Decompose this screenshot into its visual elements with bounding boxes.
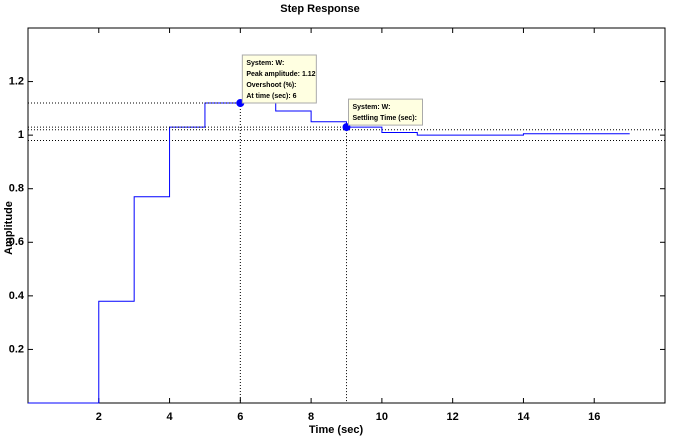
y-tick-label: 1.2 [9, 75, 24, 87]
y-tick-label: 0.6 [9, 236, 24, 248]
x-axis-label: Time (sec) [309, 424, 364, 436]
datatip-box [348, 98, 423, 126]
datatip-text: System: W: [246, 60, 284, 67]
y-tick-label: 1 [18, 129, 24, 141]
datatip-text: Peak amplitude: 1.12 [246, 71, 315, 78]
datatip-text: System: W: [353, 104, 391, 111]
y-axis-label: Amplitude [3, 201, 15, 255]
datatip-text: Overshoot (%): [246, 82, 296, 89]
chart-title: Step Response [280, 3, 359, 15]
x-tick-label: 8 [308, 411, 314, 423]
x-tick-label: 12 [447, 411, 459, 423]
x-tick-label: 10 [376, 411, 388, 423]
y-tick-label: 0.4 [9, 290, 25, 302]
datatip-box [241, 54, 317, 104]
x-tick-label: 16 [588, 411, 600, 423]
step-line [28, 102, 630, 404]
datatip-text: At time (sec): 6 [246, 93, 296, 100]
x-tick-label: 6 [237, 411, 243, 423]
x-tick-label: 14 [517, 411, 530, 423]
datatip-text: Settling Time (sec): [353, 115, 417, 122]
x-tick-label: 4 [166, 411, 173, 423]
y-tick-label: 0.2 [9, 343, 24, 355]
x-tick-label: 2 [96, 411, 102, 423]
y-tick-label: 0.8 [9, 183, 24, 195]
